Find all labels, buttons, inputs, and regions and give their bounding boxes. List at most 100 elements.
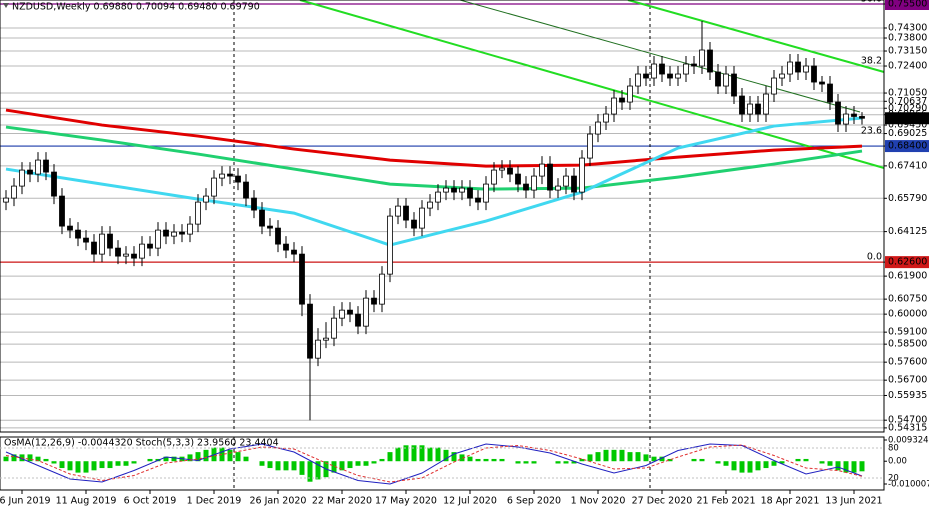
candle-body <box>859 116 865 119</box>
x-tick-label: 21 Feb 2021 <box>696 496 755 507</box>
osma-bar <box>771 461 777 466</box>
y-tick-label: 0.73150 <box>888 46 927 57</box>
candle-body <box>395 205 401 217</box>
osma-bar <box>443 449 449 462</box>
osma-bar <box>403 445 409 462</box>
osma-bar <box>627 452 633 462</box>
candle-body <box>259 209 265 227</box>
osma-bar <box>315 461 321 480</box>
candle-body <box>139 243 145 259</box>
candle-body <box>59 195 65 227</box>
candle-body <box>739 95 745 115</box>
osma-bar <box>395 447 401 462</box>
channel-line <box>627 0 885 73</box>
candle-body <box>403 205 409 221</box>
y-tick-label: 0.75500 <box>888 0 927 10</box>
candle-body <box>155 229 161 249</box>
indicator-tick-label: 0.00 <box>888 457 907 467</box>
candle-body <box>571 175 577 193</box>
candle-body <box>483 183 489 203</box>
fib-label: 0.0 <box>867 252 882 263</box>
y-tick-label: 0.68400 <box>888 141 927 152</box>
candle-body <box>91 241 97 255</box>
candle-body <box>243 181 249 199</box>
osma-bar <box>763 461 769 469</box>
osma-bar <box>731 461 737 471</box>
osma-bar <box>267 461 273 469</box>
candles <box>3 21 865 421</box>
osma-bar <box>91 461 97 471</box>
candle-body <box>787 61 793 75</box>
stoch-line <box>5 444 863 483</box>
x-tick-label: 6 Sep 2020 <box>507 496 561 507</box>
candle-body <box>667 73 673 79</box>
osma-bar <box>387 452 393 462</box>
osma-bar <box>603 449 609 462</box>
osma-bar <box>859 461 865 472</box>
osma-bar <box>219 447 225 462</box>
stoch-tick-label: 20 <box>888 474 899 484</box>
x-tick-label: 26 Jan 2020 <box>250 496 307 507</box>
candle-body <box>635 73 641 87</box>
osma-bar <box>419 445 425 462</box>
osma-bar <box>555 461 561 464</box>
candle-body <box>299 253 305 305</box>
osma-bar <box>187 454 193 462</box>
candle-body <box>803 65 809 73</box>
chart-title: NZDUSD,Weekly 0.69880 0.70094 0.69480 0.… <box>12 2 260 13</box>
osma-bar <box>739 461 745 473</box>
candle-body <box>731 73 737 97</box>
osma-bar <box>619 449 625 462</box>
candle-body <box>195 201 201 225</box>
osma-bar <box>147 458 153 462</box>
osma-bar <box>851 461 857 473</box>
candle-body <box>475 197 481 203</box>
candle-body <box>51 171 57 197</box>
candle-body <box>123 253 129 257</box>
candle-body <box>331 317 337 339</box>
candle-body <box>27 169 33 175</box>
osma-bar <box>595 452 601 462</box>
candle-body <box>659 63 665 75</box>
candle-body <box>83 237 89 243</box>
candle-body <box>179 231 185 235</box>
y-tick-label: 0.57600 <box>888 357 927 368</box>
candle-body <box>451 187 457 193</box>
candle-body <box>131 253 137 259</box>
candle-body <box>819 81 825 85</box>
osma-bar <box>795 458 801 462</box>
candle-body <box>747 103 753 115</box>
x-tick-label: 16 Jun 2019 <box>0 496 51 507</box>
x-tick-label: 12 Jul 2020 <box>443 496 497 507</box>
x-tick-label: 22 Mar 2020 <box>312 496 372 507</box>
osma-bar <box>67 461 73 471</box>
osma-bar <box>427 447 433 462</box>
osma-bar <box>747 461 753 473</box>
stoch-tick-label: 80 <box>888 444 899 454</box>
y-tick-label: 0.55935 <box>888 390 927 401</box>
osma-bar <box>99 461 105 469</box>
candle-body <box>491 169 497 185</box>
osma-bar <box>699 458 705 462</box>
osma-bar <box>75 461 81 473</box>
trend-line <box>459 0 861 113</box>
candle-body <box>835 101 841 125</box>
osma-bar <box>563 461 569 464</box>
fib-label: 50.0 <box>861 0 882 5</box>
candle-body <box>371 297 377 305</box>
candle-body <box>3 197 9 203</box>
candle-body <box>515 173 521 185</box>
osma-bar <box>715 461 721 464</box>
y-tick-label: 0.62600 <box>888 257 927 268</box>
candle-body <box>171 231 177 237</box>
osma-bar <box>123 461 129 466</box>
osma-bar <box>843 461 849 473</box>
osma-bar <box>363 461 369 466</box>
candle-body <box>603 113 609 123</box>
candle-body <box>627 85 633 103</box>
candle-body <box>499 167 505 171</box>
y-tick-label: 0.60750 <box>888 294 927 305</box>
indicator: 0.0093247 0.00 -0.0100072 80 20 <box>0 436 929 490</box>
osma-bar <box>659 456 665 462</box>
